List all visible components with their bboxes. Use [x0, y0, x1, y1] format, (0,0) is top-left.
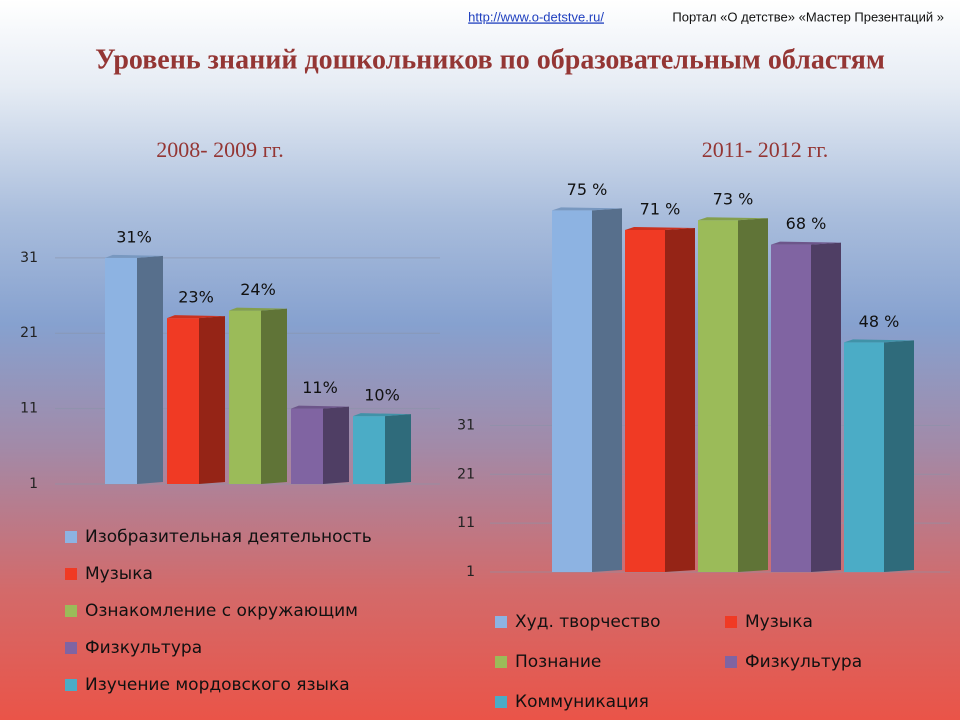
bar	[698, 220, 738, 573]
legend-label: Познание	[515, 652, 601, 672]
legend-label: Музыка	[85, 564, 153, 584]
legend-label: Коммуникация	[515, 692, 649, 712]
legend-swatch	[495, 616, 507, 628]
bar-side	[884, 340, 914, 572]
legend-label: Физкультура	[85, 638, 202, 658]
legend-swatch	[65, 568, 77, 580]
bar-top	[353, 413, 411, 417]
header-link[interactable]: http://www.o-detstve.ru/	[468, 9, 604, 24]
chart-subtitle: 2008- 2009 гг.	[156, 137, 283, 162]
bar	[167, 318, 199, 484]
bar	[229, 310, 261, 484]
legend-label: Музыка	[745, 612, 813, 632]
legend-swatch	[65, 679, 77, 691]
legend-swatch	[65, 605, 77, 617]
bar-side	[199, 316, 225, 484]
data-label: 24%	[240, 280, 276, 299]
bar-top	[291, 405, 349, 409]
y-tick-label: 1	[29, 476, 38, 492]
y-tick-label: 11	[20, 401, 38, 417]
bar	[552, 210, 592, 573]
data-label: 68 %	[786, 214, 827, 233]
y-tick-label: 21	[457, 466, 475, 482]
legend-label: Худ. творчество	[515, 612, 661, 632]
bar-top	[105, 254, 163, 258]
legend-swatch	[65, 642, 77, 654]
bar-side	[323, 406, 349, 484]
bar	[105, 257, 137, 484]
bar	[844, 342, 884, 572]
bar-side	[261, 308, 287, 484]
legend-label: Изобразительная деятельность	[85, 527, 372, 547]
legend-label: Изучение мордовского языка	[85, 675, 350, 695]
bar-side	[592, 208, 622, 573]
bar-top	[698, 217, 768, 221]
bar	[771, 244, 811, 572]
data-label: 48 %	[859, 312, 900, 331]
y-tick-label: 11	[457, 515, 475, 531]
bar-top	[625, 226, 695, 230]
bar-side	[738, 218, 768, 573]
bar-side	[811, 242, 841, 572]
y-tick-label: 21	[20, 325, 38, 341]
y-tick-label: 1	[466, 564, 475, 580]
legend-swatch	[495, 696, 507, 708]
chart-subtitle: 2011- 2012 гг.	[702, 137, 829, 162]
bar-top	[771, 241, 841, 245]
data-label: 73 %	[713, 190, 754, 209]
legend-swatch	[725, 616, 737, 628]
legend-swatch	[725, 656, 737, 668]
data-label: 23%	[178, 288, 214, 307]
bar-side	[665, 227, 695, 573]
bar-top	[229, 307, 287, 311]
y-tick-label: 31	[457, 417, 475, 433]
bar	[291, 408, 323, 484]
data-label: 11%	[302, 378, 338, 397]
data-label: 31%	[116, 227, 152, 246]
legend-label: Ознакомление с окружающим	[85, 601, 358, 621]
legend-label: Физкультура	[745, 652, 862, 672]
data-label: 71 %	[640, 199, 681, 218]
bar-top	[552, 207, 622, 211]
data-label: 75 %	[567, 180, 608, 199]
slide-title: Уровень знаний дошкольников по образоват…	[95, 44, 885, 75]
y-tick-label: 31	[20, 250, 38, 266]
bar-side	[137, 255, 163, 484]
header-portal: Портал «О детстве» «Мастер Презентаций »	[672, 9, 944, 24]
bar-side	[385, 414, 411, 484]
bar	[625, 229, 665, 573]
legend-swatch	[495, 656, 507, 668]
data-label: 10%	[364, 386, 400, 405]
bar-top	[844, 339, 914, 343]
legend-swatch	[65, 531, 77, 543]
bar-top	[167, 315, 225, 319]
bar	[353, 416, 385, 484]
